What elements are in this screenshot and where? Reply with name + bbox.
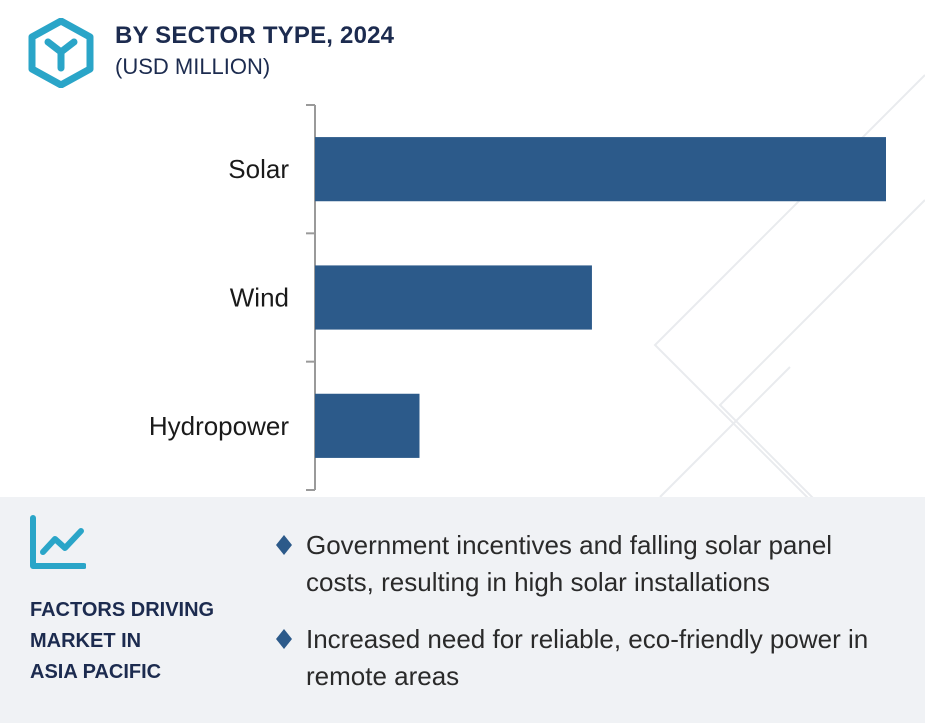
factors-title-line: FACTORS DRIVING [30, 599, 215, 621]
bar [315, 137, 886, 202]
chart-subtitle: (USD MILLION) [115, 54, 271, 79]
factors-title: FACTORS DRIVING MARKET IN ASIA PACIFIC [30, 595, 250, 688]
factor-item: Government incentives and falling solar … [276, 527, 906, 601]
factor-item: Increased need for reliable, eco-friendl… [276, 621, 906, 695]
category-label: Hydropower [149, 411, 290, 441]
factors-panel: FACTORS DRIVING MARKET IN ASIA PACIFIC G… [0, 497, 925, 723]
bar-chart: Solar Wind Hydropower [149, 104, 886, 491]
factor-text: Increased need for reliable, eco-friendl… [306, 624, 869, 691]
chart-title: BY SECTOR TYPE, 2024 [115, 22, 395, 49]
trend-chart-icon [30, 515, 86, 569]
logo-icon [28, 18, 94, 88]
factors-title-line: MARKET IN [30, 630, 142, 652]
diamond-bullet-icon [276, 535, 292, 555]
category-label: Wind [230, 283, 289, 313]
bar [315, 393, 420, 458]
factors-title-line: ASIA PACIFIC [30, 661, 162, 683]
factor-text: Government incentives and falling solar … [306, 530, 833, 597]
factors-list: Government incentives and falling solar … [276, 527, 906, 715]
category-label: Solar [228, 154, 289, 184]
diamond-bullet-icon [276, 629, 292, 649]
bar [315, 265, 592, 330]
